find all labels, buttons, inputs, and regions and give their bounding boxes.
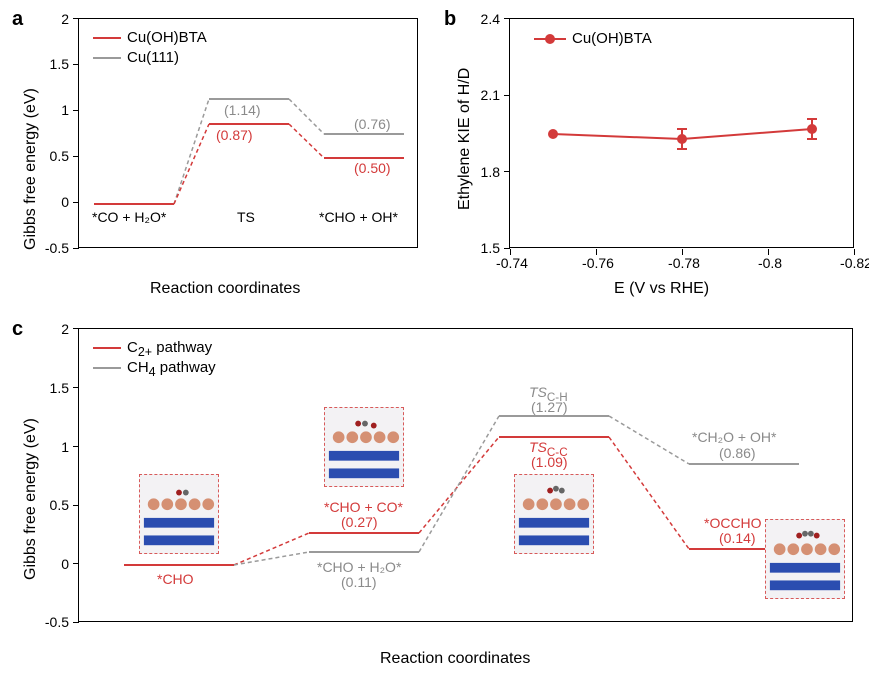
molecule-thumbnail <box>139 474 219 554</box>
data-point <box>677 134 687 144</box>
legend-swatch <box>93 57 121 59</box>
value-label: (1.09) <box>531 454 568 470</box>
step-line <box>324 133 404 135</box>
ytick: 1.5 <box>39 56 69 72</box>
step-line <box>499 436 609 438</box>
panel-a-plot: -0.5 0 0.5 1 1.5 2 Cu(OH)BTA Cu(111) <box>78 18 418 248</box>
ytick: 1.5 <box>470 240 500 256</box>
legend-item: Cu(OH)BTA <box>572 30 652 47</box>
error-cap <box>677 128 687 130</box>
ytick: 0 <box>39 556 69 572</box>
data-point <box>807 124 817 134</box>
legend-c2: C2+ <box>127 339 152 356</box>
ytick: 2.1 <box>470 87 500 103</box>
step-line <box>309 551 419 553</box>
ytick: 0.5 <box>39 148 69 164</box>
panel-c-xlabel: Reaction coordinates <box>380 650 530 668</box>
ytick: -0.5 <box>39 614 69 630</box>
xtick: -0.74 <box>492 255 532 271</box>
ytick: -0.5 <box>39 240 69 256</box>
xtick: -0.82 <box>836 255 869 271</box>
value-label: (1.14) <box>224 102 261 118</box>
figure-composite: a Gibbs free energy (eV) Reaction coordi… <box>0 0 869 683</box>
value-label: (0.50) <box>354 160 391 176</box>
molecule-thumbnail <box>765 519 845 599</box>
category-label: TS <box>237 209 255 225</box>
panel-c-plot: -0.5 0 0.5 1 1.5 2 C2+ C₂₊ pathwaypathwa… <box>78 328 853 622</box>
xtick: -0.8 <box>750 255 790 271</box>
ytick: 0.5 <box>39 497 69 513</box>
panel-b-xlabel: E (V vs RHE) <box>614 280 709 298</box>
step-line <box>94 203 174 205</box>
ytick: 0 <box>39 194 69 210</box>
panel-c: c Gibbs free energy (eV) Reaction coordi… <box>0 310 869 683</box>
step-label: *OCCHO <box>704 515 762 531</box>
ytick: 2 <box>39 321 69 337</box>
error-cap <box>807 118 817 120</box>
legend-ch4: CH4 <box>127 359 156 376</box>
step-line <box>689 463 799 465</box>
panel-a-xlabel: Reaction coordinates <box>150 280 300 298</box>
value-label: (0.27) <box>341 514 378 530</box>
step-label: *CHO <box>157 571 194 587</box>
panel-c-label: c <box>12 318 23 341</box>
panel-b: b Ethylene KIE of H/D E (V vs RHE) 1.5 1… <box>434 0 869 310</box>
value-label: (0.11) <box>341 574 377 590</box>
legend-item: CH4 pathway <box>127 359 216 379</box>
panel-b-plot: 1.5 1.8 2.1 2.4 -0.74 -0.76 -0.78 -0.8 -… <box>509 18 854 248</box>
panel-a-label: a <box>12 8 23 31</box>
value-label: (0.86) <box>719 445 756 461</box>
molecule-thumbnail <box>324 407 404 487</box>
value-label: (1.27) <box>531 399 568 415</box>
xtick: -0.78 <box>664 255 704 271</box>
panel-b-label: b <box>444 8 456 31</box>
legend-item: C2+ C₂₊ pathwaypathway <box>127 339 212 359</box>
ytick: 1.5 <box>39 380 69 396</box>
legend-swatch <box>93 367 121 369</box>
ytick: 1 <box>39 439 69 455</box>
value-label: (0.87) <box>216 127 253 143</box>
ytick: 1 <box>39 102 69 118</box>
category-label: *CHO + OH* <box>319 209 398 225</box>
panel-a: a Gibbs free energy (eV) Reaction coordi… <box>0 0 434 310</box>
step-line <box>209 123 289 125</box>
molecule-thumbnail <box>514 474 594 554</box>
ytick: 2 <box>39 11 69 27</box>
panel-c-ylabel: Gibbs free energy (eV) <box>22 418 40 580</box>
panel-a-ylabel: Gibbs free energy (eV) <box>22 88 40 250</box>
legend-item: Cu(111) <box>127 49 179 66</box>
value-label: (0.14) <box>719 530 756 546</box>
ytick: 1.8 <box>470 164 500 180</box>
data-point <box>548 129 558 139</box>
error-cap <box>807 138 817 140</box>
step-line <box>124 564 234 566</box>
error-cap <box>677 148 687 150</box>
legend-swatch <box>93 347 121 349</box>
legend-item: Cu(OH)BTA <box>127 29 207 46</box>
legend-swatch <box>534 38 566 40</box>
step-line <box>499 415 609 417</box>
step-line <box>324 157 404 159</box>
xtick: -0.76 <box>578 255 618 271</box>
category-label: *CO + H₂O* <box>92 209 166 225</box>
step-label: *CHO + CO* <box>324 499 403 515</box>
step-line <box>209 98 289 100</box>
ytick: 2.4 <box>470 11 500 27</box>
step-label: *CH₂O + OH* <box>692 429 776 445</box>
step-label: *CHO + H₂O* <box>317 559 401 575</box>
step-line <box>309 532 419 534</box>
value-label: (0.76) <box>354 116 391 132</box>
legend-swatch <box>93 37 121 39</box>
